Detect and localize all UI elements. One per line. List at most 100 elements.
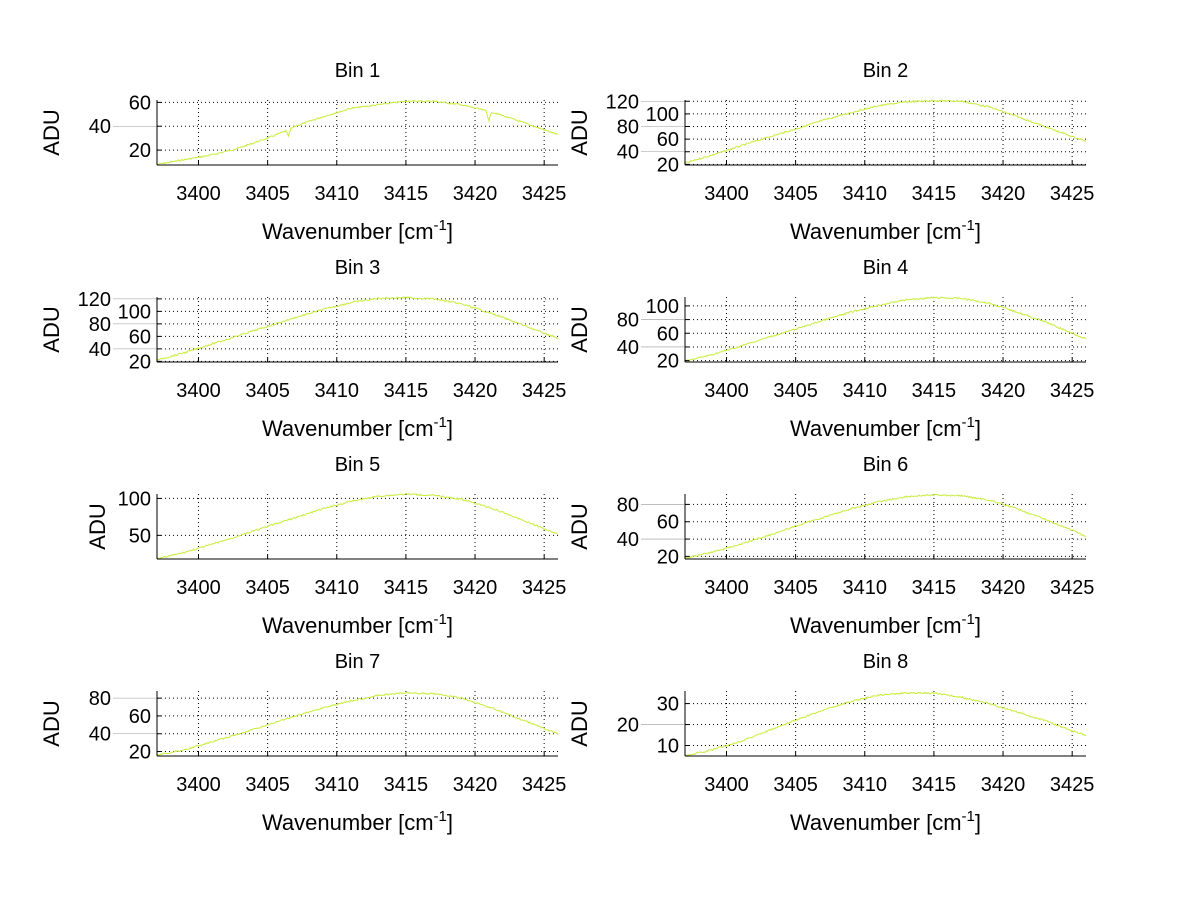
y-tick-label: 40 [617,529,639,551]
x-tick-label: 3415 [384,577,429,599]
x-tick-label: 3405 [245,774,290,796]
x-tick-label: 3410 [843,577,888,599]
subplot-title: Bin 5 [335,454,381,476]
x-tick-label: 3425 [522,774,567,796]
x-tick-label: 3415 [384,183,429,205]
x-tick-label: 3415 [384,774,429,796]
x-tick-label: 3410 [843,183,888,205]
x-tick-label: 3410 [315,577,360,599]
x-tick-label: 3405 [773,183,818,205]
y-tick-label: 80 [89,688,111,710]
x-axis-label: Wavenumber [cm-1] [790,611,981,638]
x-tick-label: 3425 [1050,774,1095,796]
x-axis-label-superscript: -1 [434,217,447,234]
y-tick-label: 40 [89,724,111,746]
y-tick-label: 120 [78,289,111,311]
x-axis-label-superscript: -1 [434,808,447,825]
series-line-bin-3 [156,296,559,361]
y-axis-label: ADU [567,109,592,155]
x-axis-label-superscript: -1 [962,611,975,628]
x-tick-label: 3405 [773,577,818,599]
x-axis-label-superscript: -1 [434,611,447,628]
x-axis-label-superscript: -1 [434,414,447,431]
y-tick-label: 20 [129,140,151,162]
y-tick-label: 50 [129,525,151,547]
x-axis-label: Wavenumber [cm-1] [790,414,981,441]
x-axis-label-superscript: -1 [962,414,975,431]
y-axis-label: ADU [39,700,64,746]
x-axis-label-end: ] [975,810,981,835]
y-tick-label: 40 [617,142,639,164]
x-axis-label-end: ] [975,416,981,441]
x-axis-label-superscript: -1 [962,217,975,234]
y-tick-label: 60 [657,512,679,534]
y-tick-label: 30 [657,694,679,716]
y-tick-label: 80 [617,117,639,139]
x-tick-label: 3420 [453,774,498,796]
subplot-title: Bin 2 [863,60,909,82]
x-tick-label: 3420 [453,380,498,402]
subplot-bin-2: 3400 3405 3410 3415 3420 3425 20 40 60 80 100 120 Bi… [567,60,1094,244]
x-axis-label-main: Wavenumber [cm [790,219,962,244]
x-tick-label: 3400 [176,577,221,599]
x-tick-label: 3415 [912,577,957,599]
x-tick-label: 3420 [981,774,1026,796]
x-tick-label: 3410 [315,183,360,205]
x-axis-label-main: Wavenumber [cm [262,219,434,244]
subplot-bin-8: 3400 3405 3410 3415 3420 3425 10 20 30 Bin 8 ADU Wa… [567,651,1094,835]
subplot-title: Bin 7 [335,651,381,673]
x-tick-label: 3425 [522,577,567,599]
x-tick-label: 3400 [176,774,221,796]
subplot-bin-5: 3400 3405 3410 3415 3420 3425 50 100 Bin 5 ADU Wav… [85,454,566,638]
x-axis-label-end: ] [975,613,981,638]
subplot-bin-6: 3400 3405 3410 3415 3420 3425 20 40 60 80 Bin 6 ADU… [567,454,1094,638]
subplot-bin-3: 3400 3405 3410 3415 3420 3425 20 40 60 80 100 120 Bi… [39,257,566,441]
y-tick-label: 100 [118,301,151,323]
y-tick-label: 60 [129,92,151,114]
series-line-bin-4 [684,296,1087,362]
subplot-title: Bin 8 [863,651,909,673]
y-axis-label: ADU [567,306,592,352]
series-line-bin-2 [684,99,1087,164]
x-tick-label: 3410 [843,380,888,402]
x-tick-label: 3410 [843,774,888,796]
y-tick-label: 20 [657,351,679,373]
x-axis-label-superscript: -1 [962,808,975,825]
x-tick-label: 3420 [453,577,498,599]
x-axis-label-end: ] [447,613,453,638]
x-tick-label: 3410 [315,380,360,402]
y-tick-label: 60 [129,706,151,728]
x-axis-label-end: ] [447,810,453,835]
y-tick-label: 100 [118,488,151,510]
y-tick-label: 10 [657,736,679,758]
x-tick-label: 3425 [522,380,567,402]
y-tick-label: 60 [657,323,679,345]
x-axis-label: Wavenumber [cm-1] [262,611,453,638]
x-axis-label: Wavenumber [cm-1] [262,414,453,441]
x-tick-label: 3400 [176,183,221,205]
series-line-bin-5 [156,492,559,560]
y-axis-label: ADU [567,503,592,549]
x-tick-label: 3405 [245,380,290,402]
subplot-bin-4: 3400 3405 3410 3415 3420 3425 20 40 60 80 100 Bin 4… [567,257,1094,441]
y-tick-label: 80 [89,314,111,336]
x-axis-label-end: ] [447,416,453,441]
series-line-bin-8 [684,691,1087,758]
subplot-title: Bin 3 [335,257,381,279]
x-axis-label: Wavenumber [cm-1] [790,808,981,835]
y-tick-label: 20 [657,154,679,176]
y-tick-label: 100 [646,296,679,318]
y-tick-label: 40 [89,339,111,361]
x-axis-label: Wavenumber [cm-1] [262,217,453,244]
y-tick-label: 80 [617,494,639,516]
x-tick-label: 3415 [912,774,957,796]
x-tick-label: 3415 [384,380,429,402]
series-line-bin-6 [684,493,1087,559]
subplot-bin-1: 3400 3405 3410 3415 3420 3425 20 40 60 Bin 1 ADU Wa… [39,60,566,244]
x-tick-label: 3405 [245,183,290,205]
x-tick-label: 3425 [522,183,567,205]
y-tick-label: 20 [129,351,151,373]
y-tick-label: 20 [657,546,679,568]
x-axis-label-main: Wavenumber [cm [790,613,962,638]
